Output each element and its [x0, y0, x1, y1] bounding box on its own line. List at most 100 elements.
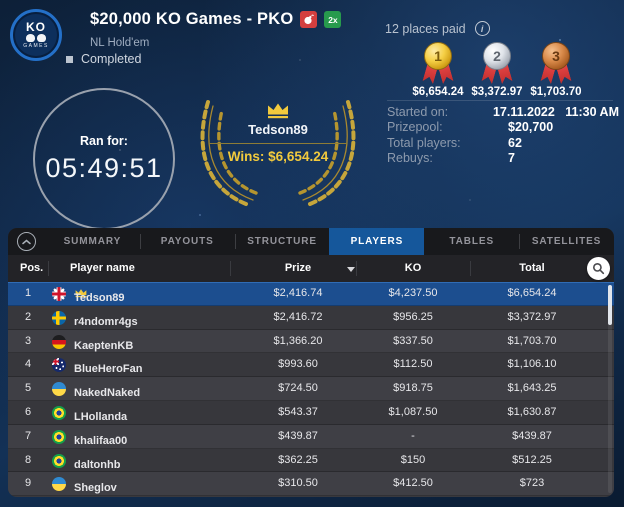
col-prize[interactable]: Prize — [284, 262, 312, 274]
medal-number: 1 — [424, 42, 452, 70]
tab-structure[interactable]: STRUCTURE — [234, 228, 330, 255]
header-divider — [356, 261, 357, 276]
stat-value: $20,700 — [508, 120, 554, 135]
flag-au-icon — [52, 358, 66, 373]
table-row[interactable]: 2 r4ndomr4gs $2,416.72 $956.25 $3,372.97 — [8, 305, 614, 330]
pos-cell: 2 — [24, 310, 32, 323]
places-paid-text: 12 places paid — [385, 21, 466, 36]
total-cell: $439.87 — [512, 429, 552, 442]
run-time-circle: Ran for: 05:49:51 — [33, 88, 175, 230]
ko-cell: $1,087.50 — [388, 405, 438, 418]
prize-cell: $724.50 — [278, 382, 318, 395]
medal-silver-icon: 2 — [480, 42, 514, 86]
stat-value: 7 — [508, 151, 515, 166]
pos-cell: 6 — [24, 405, 32, 418]
stat-label: Total players: — [387, 135, 461, 150]
places-paid-row: 12 places paid i — [385, 21, 490, 36]
player-name-text: NakedNaked — [74, 387, 141, 400]
table-header: Pos. Player name Prize KO Total — [8, 255, 614, 282]
medal-number: 3 — [542, 42, 570, 70]
flag-gb-icon — [52, 287, 66, 301]
pos-cell: 1 — [24, 287, 32, 299]
stats-divider — [387, 100, 613, 101]
total-cell: $1,643.25 — [507, 382, 557, 395]
winner-amount: Wins: $6,654.24 — [227, 149, 329, 164]
sort-caret-icon[interactable] — [347, 267, 355, 272]
total-cell: $512.25 — [512, 453, 552, 466]
stat-row: Started on: 17.11.2022 11:30 AM — [387, 104, 619, 120]
table-row[interactable]: 7 khalifaa00 $439.87 - $439.87 — [8, 424, 614, 449]
tab-satellites[interactable]: SATELLITES — [519, 228, 614, 255]
flag-br-icon — [52, 453, 66, 468]
player-name-text: KaeptenKB — [74, 339, 134, 352]
player-name-text: Sheglov — [74, 482, 117, 495]
table-row[interactable]: 8 daltonhb $362.25 $150 $512.25 — [8, 448, 614, 473]
results-card: SUMMARY PAYOUTS STRUCTURE PLAYERS TABLES SATE… — [8, 228, 614, 497]
table-row[interactable]: 3 KaeptenKB $1,366.20 $337.50 $1,703.70 — [8, 329, 614, 354]
prize-cell: $310.50 — [278, 477, 318, 490]
player-name-text: Tedson89 — [74, 292, 125, 304]
ko-games-logo: KO GAMES — [10, 9, 62, 61]
col-position: Pos. — [20, 262, 44, 274]
pos-cell: 5 — [24, 382, 32, 395]
col-total[interactable]: Total — [519, 262, 545, 274]
run-time-value: 05:49:51 — [45, 153, 163, 183]
stat-value: 17.11.2022 11:30 AM — [492, 104, 619, 119]
stat-label: Rebuys: — [387, 151, 433, 166]
winner-panel: Tedson89 Wins: $6,654.24 — [189, 92, 367, 210]
search-icon — [593, 263, 605, 275]
status-square-icon — [66, 55, 73, 63]
tab-players[interactable]: PLAYERS — [329, 228, 425, 255]
tab-payouts[interactable]: PAYOUTS — [139, 228, 235, 255]
pos-cell: 8 — [24, 453, 32, 466]
collapse-button[interactable] — [8, 228, 45, 255]
table-row[interactable]: 9 Sheglov $310.50 $412.50 $723 — [8, 472, 614, 497]
info-icon[interactable]: i — [474, 21, 490, 36]
stat-label: Prizepool: — [387, 120, 443, 135]
title-row: $20,000 KO Games - PKO 2x — [90, 10, 342, 29]
crown-icon — [75, 289, 87, 298]
flag-ua-icon — [52, 477, 66, 492]
table-row[interactable]: 1 Tedson89 $2,416.74 $4,237.50 $6,654.24 — [8, 282, 614, 306]
tab-tables[interactable]: TABLES — [449, 236, 495, 247]
page-title: $20,000 KO Games - PKO — [90, 10, 294, 28]
header-divider — [230, 261, 231, 276]
total-cell: $6,654.24 — [507, 287, 557, 299]
header-divider — [470, 261, 471, 276]
player-name-text: daltonhb — [74, 458, 121, 471]
table-row[interactable]: 5 NakedNaked $724.50 $918.75 $1,643.25 — [8, 377, 614, 401]
flag-br-icon — [52, 405, 66, 420]
player-name-text: BlueHeroFan — [74, 363, 143, 376]
winner-name: Tedson89 — [248, 122, 308, 137]
col-ko[interactable]: KO — [404, 262, 422, 274]
tab-bar: SUMMARY PAYOUTS STRUCTURE PLAYERS TABLES SATE… — [8, 228, 614, 255]
status-text: Completed — [81, 52, 142, 66]
stat-label: Started on: — [387, 104, 449, 119]
scrollbar-thumb[interactable] — [608, 285, 612, 325]
ko-cell: $4,237.50 — [388, 287, 438, 299]
podium-amount: $6,654.24 — [412, 86, 464, 98]
table-row[interactable]: 4 BlueHeroFan $993.60 $112.50 $1,106.10 — [8, 353, 614, 378]
tab-list: SUMMARY PAYOUTS STRUCTURE PLAYERS TABLES SATE… — [45, 228, 614, 255]
search-button[interactable] — [587, 257, 610, 280]
stat-value: 62 — [508, 135, 522, 150]
crown-icon — [268, 103, 288, 119]
pos-cell: 4 — [24, 358, 32, 371]
total-cell: $1,630.87 — [507, 405, 557, 418]
prize-cell: $362.25 — [278, 453, 318, 466]
logo-text-ko: KO — [26, 19, 46, 34]
ko-cell: $112.50 — [393, 358, 433, 371]
chevron-up-icon — [17, 232, 36, 251]
tab-summary[interactable]: SUMMARY — [63, 236, 122, 247]
status-row: Completed — [66, 52, 141, 66]
stats-list: Started on: 17.11.2022 11:30 AM Prizepool:… — [387, 104, 619, 166]
stat-row: Total players: 62 — [387, 135, 619, 151]
prize-cell: $1,366.20 — [273, 334, 323, 347]
flag-br-icon — [52, 429, 66, 444]
table-scrollbar[interactable] — [608, 285, 612, 493]
pos-cell: 9 — [24, 477, 32, 490]
prize-cell: $993.60 — [278, 358, 318, 371]
table-row[interactable]: 6 LHollanda $543.37 $1,087.50 $1,630.87 — [8, 400, 614, 425]
podium-place-2: 2 $3,372.97 — [457, 42, 537, 98]
flag-ua-icon — [52, 382, 66, 397]
